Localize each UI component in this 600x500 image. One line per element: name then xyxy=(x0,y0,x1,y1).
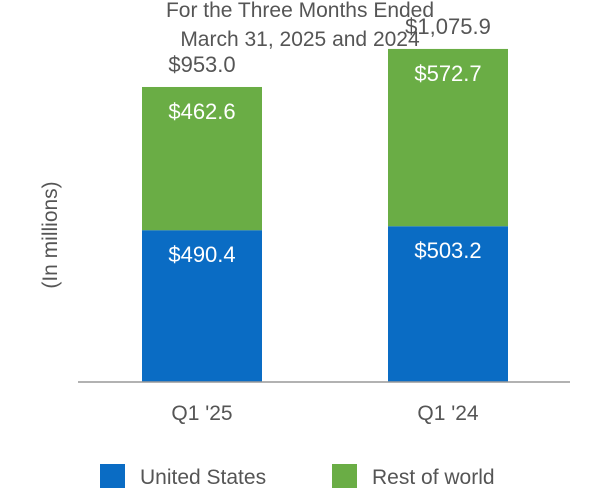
legend: United States Rest of world xyxy=(100,464,495,489)
bar-rest-of-world-q1-24 xyxy=(388,48,508,227)
legend-label-united-states: United States xyxy=(140,466,266,489)
data-label-rest-of-world-q1-25: $462.6 xyxy=(168,99,235,124)
bar-united-states-q1-25 xyxy=(142,230,262,382)
x-tick-labels: Q1 '25 Q1 '24 xyxy=(171,402,479,425)
bars-group: $490.4 $462.6 $953.0 $503.2 $572.7 $1,075.9 xyxy=(142,14,508,382)
y-axis-label: (In millions) xyxy=(39,181,62,288)
bar-united-states-q1-24 xyxy=(388,226,508,382)
legend-swatch-united-states xyxy=(100,464,125,488)
legend-label-rest-of-world: Rest of world xyxy=(372,466,495,489)
total-label-q1-24: $1,075.9 xyxy=(405,14,491,39)
x-tick-label-q1-25: Q1 '25 xyxy=(171,402,232,425)
total-label-q1-25: $953.0 xyxy=(168,52,235,77)
chart-title-line-1: For the Three Months Ended xyxy=(166,0,434,22)
data-label-united-states-q1-24: $503.2 xyxy=(414,238,481,263)
data-label-united-states-q1-25: $490.4 xyxy=(168,242,235,267)
chart-title-line-2: March 31, 2025 and 2024 xyxy=(180,28,420,51)
data-label-rest-of-world-q1-24: $572.7 xyxy=(414,61,481,86)
bar-rest-of-world-q1-25 xyxy=(142,86,262,231)
x-tick-label-q1-24: Q1 '24 xyxy=(417,402,479,425)
legend-swatch-rest-of-world xyxy=(332,464,357,488)
